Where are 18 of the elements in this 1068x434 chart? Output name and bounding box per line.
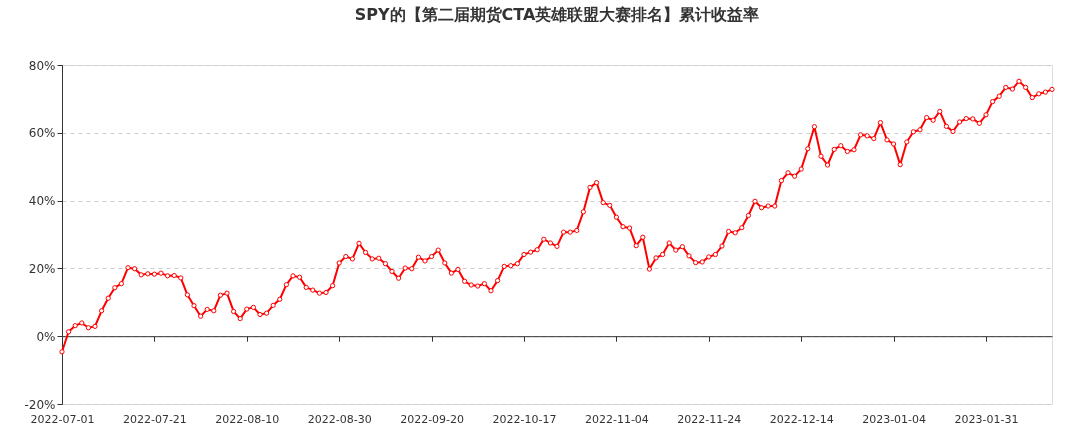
x-tick-label: 2022-08-10 — [215, 412, 280, 426]
x-tick-label: 2022-07-21 — [122, 412, 187, 426]
x-tick-label: 2022-11-04 — [584, 412, 649, 426]
y-tick-label: 80% — [28, 58, 56, 73]
x-tick-label: 2022-12-14 — [769, 412, 834, 426]
x-tick-label: 2022-10-17 — [492, 412, 557, 426]
chart-title: SPY的【第二届期货CTA英雄联盟大赛排名】累计收益率 — [354, 5, 760, 24]
x-tick-label: 2022-11-24 — [677, 412, 742, 426]
y-tick-label: -20% — [24, 397, 56, 412]
x-tick-label: 2022-09-20 — [400, 412, 465, 426]
y-tick-label: 40% — [28, 194, 56, 209]
y-tick-label: 60% — [28, 126, 56, 141]
x-tick-label: 2022-07-01 — [30, 412, 95, 426]
x-tick-label: 2023-01-04 — [862, 412, 927, 426]
x-tick-label: 2022-08-30 — [307, 412, 372, 426]
y-tick-label: 20% — [28, 261, 56, 276]
y-tick-label: 0% — [36, 329, 56, 344]
x-tick-label: 2023-01-31 — [954, 412, 1019, 426]
